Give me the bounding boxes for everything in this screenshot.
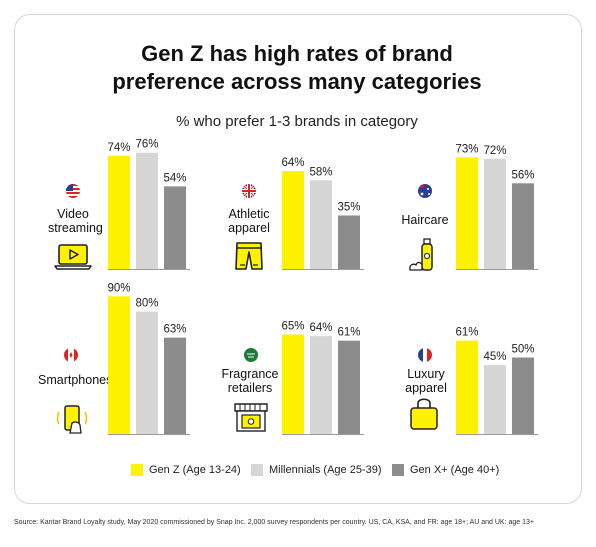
shorts-icon <box>234 240 264 277</box>
bar-genz <box>282 171 304 269</box>
bar-group: 74% 76% 54% <box>107 139 187 269</box>
bar-genz <box>456 340 478 434</box>
bar-millennials <box>484 158 506 269</box>
legend-item-millennials: Millennials (Age 25-39) <box>251 464 382 476</box>
bar-value-label: 50% <box>511 344 534 356</box>
bar-group: 90% 80% 63% <box>107 282 187 434</box>
bar-genx <box>512 183 534 269</box>
category-label: Haircare <box>401 213 449 227</box>
bar-group: 61% 45% 50% <box>455 327 535 434</box>
category-label: Smartphones <box>38 373 113 387</box>
legend-swatch <box>251 464 263 476</box>
bar-value-label: 35% <box>337 201 360 213</box>
laptop-play-icon <box>54 243 92 276</box>
baseline <box>108 434 190 435</box>
baseline <box>282 434 364 435</box>
chart-title-line-2: preference across many categories <box>112 69 482 94</box>
legend-label: Millennials (Age 25-39) <box>269 464 382 476</box>
bar-value-label: 45% <box>483 351 506 363</box>
source-note: Source: Kantar Brand Loyalty study, May … <box>14 519 534 526</box>
legend-item-gen-z: Gen Z (Age 13-24) <box>131 464 241 476</box>
category-label-line-1: Fragrance <box>221 367 279 381</box>
bar-genx <box>164 337 186 434</box>
bar-group: 64% 58% 35% <box>281 157 361 269</box>
bar-genz <box>456 157 478 269</box>
bar-millennials <box>136 311 158 434</box>
category-label-line-1: Athletic <box>228 207 270 221</box>
bar-millennials <box>484 365 506 434</box>
au-flag-icon <box>418 184 432 198</box>
panel-smartphones: Smartphones 90% 80% 63% <box>38 282 223 436</box>
chart-title-line-1: Gen Z has high rates of brand <box>141 41 453 66</box>
bar-genx <box>338 215 360 269</box>
bar-millennials <box>310 180 332 269</box>
bar-genx <box>512 357 534 434</box>
bar-value-label: 63% <box>163 324 186 336</box>
bar-genz <box>108 296 130 434</box>
category-label-line-2: retailers <box>227 381 273 395</box>
bar-genz <box>282 334 304 434</box>
legend-label: Gen X+ (Age 40+) <box>410 464 500 476</box>
bar-value-label: 73% <box>455 143 478 155</box>
panel-athletic-apparel: Athletic apparel 64% 58% 35% <box>222 150 397 290</box>
sa-flag-icon <box>244 348 258 362</box>
baseline <box>456 434 538 435</box>
bar-genz <box>108 155 130 269</box>
baseline <box>456 269 538 270</box>
shampoo-bottle-icon <box>408 236 442 279</box>
chart-subtitle: % who prefer 1-3 brands in category <box>176 113 418 130</box>
fr-flag-icon <box>418 348 432 362</box>
panel-luxury-apparel: Luxury apparel 61% 45% 50% <box>396 296 571 436</box>
panel-haircare: Haircare 73% 72% 56% <box>396 143 571 290</box>
panel-fragrance-retailers: Fragrance retailers 65% 64% 61% <box>222 296 397 436</box>
baseline <box>282 269 364 270</box>
category-label-line-1: Luxury <box>407 367 445 381</box>
handbag-icon <box>408 396 440 437</box>
bar-value-label: 58% <box>309 166 332 178</box>
phone-in-hand-icon <box>56 401 90 440</box>
category-label-line-2: streaming <box>48 221 103 235</box>
bar-value-label: 64% <box>281 157 304 169</box>
category-label-line-2: apparel <box>228 221 270 235</box>
bar-value-label: 61% <box>455 327 478 339</box>
storefront-icon <box>232 401 270 438</box>
bar-group: 65% 64% 61% <box>281 321 361 434</box>
bar-value-label: 90% <box>107 282 130 294</box>
chart-legend: Gen Z (Age 13-24) Millennials (Age 25-39… <box>0 464 596 480</box>
bar-value-label: 72% <box>483 145 506 157</box>
bar-value-label: 64% <box>309 322 332 334</box>
bar-value-label: 74% <box>107 142 130 154</box>
bar-millennials <box>310 336 332 434</box>
bar-value-label: 80% <box>135 298 158 310</box>
category-label-line-1: Video <box>57 207 89 221</box>
bar-genx <box>338 340 360 434</box>
ca-flag-icon <box>64 348 78 362</box>
baseline <box>108 269 190 270</box>
bar-millennials <box>136 152 158 269</box>
bar-value-label: 61% <box>337 327 360 339</box>
bar-value-label: 54% <box>163 172 186 184</box>
legend-label: Gen Z (Age 13-24) <box>149 464 241 476</box>
bar-value-label: 65% <box>281 321 304 333</box>
panel-video-streaming: Video streaming 74% 76% 54% <box>48 139 223 290</box>
us-flag-icon <box>66 184 80 198</box>
bar-value-label: 76% <box>135 139 158 151</box>
legend-swatch <box>392 464 404 476</box>
bar-group: 73% 72% 56% <box>455 143 535 269</box>
bar-genx <box>164 186 186 269</box>
legend-swatch <box>131 464 143 476</box>
category-label-line-2: apparel <box>405 381 447 395</box>
bar-value-label: 56% <box>511 169 534 181</box>
legend-item-gen-x: Gen X+ (Age 40+) <box>392 464 499 476</box>
